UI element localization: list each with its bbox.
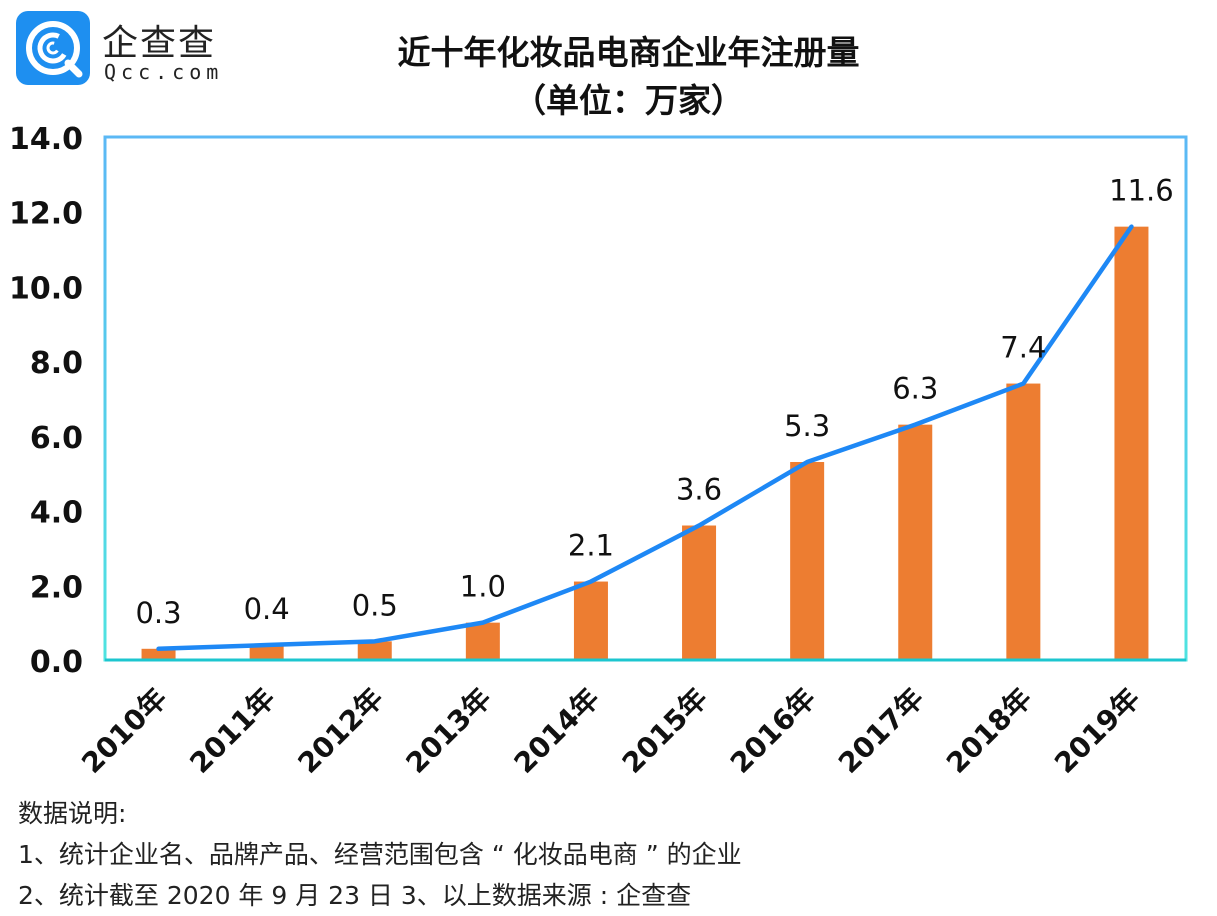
- data-label: 6.3: [892, 372, 938, 406]
- qcc-logo-icon: [16, 11, 90, 85]
- logo-name: 企查查: [102, 23, 217, 64]
- bar-2015年: [682, 525, 717, 659]
- x-tick-label: 2019年: [1048, 682, 1146, 780]
- y-tick-label: 6.0: [30, 421, 83, 456]
- data-notes: 数据说明: 1、统计企业名、品牌产品、经营范围包含 “ 化妆品电商 ” 的企业 …: [18, 793, 742, 916]
- notes-line-1: 1、统计企业名、品牌产品、经营范围包含 “ 化妆品电商 ” 的企业: [18, 840, 742, 869]
- data-label: 7.4: [1000, 331, 1046, 365]
- chart-title: 近十年化妆品电商企业年注册量: [397, 33, 860, 72]
- data-label: 11.6: [1109, 174, 1174, 208]
- bar-2016年: [790, 462, 825, 659]
- notes-line-2: 2、统计截至 2020 年 9 月 23 日 3、以上数据来源 : 企查查: [18, 881, 692, 910]
- data-label: 1.0: [460, 570, 506, 604]
- y-tick-label: 10.0: [9, 271, 83, 306]
- x-tick-label: 2017年: [832, 682, 930, 780]
- y-tick-label: 12.0: [9, 197, 83, 232]
- y-tick-label: 8.0: [30, 346, 83, 381]
- data-label: 0.3: [135, 596, 181, 630]
- bar-2013年: [465, 622, 500, 659]
- x-tick-label: 2012年: [291, 682, 389, 780]
- x-tick-label: 2011年: [183, 682, 281, 780]
- bar-2019年: [1114, 226, 1149, 659]
- bar-2018年: [1006, 383, 1041, 659]
- data-label: 2.1: [568, 529, 614, 563]
- trend-line: [156, 224, 1134, 652]
- y-tick-label: 0.0: [30, 645, 83, 680]
- x-tick-label: 2013年: [400, 682, 498, 780]
- data-label: 3.6: [676, 473, 722, 507]
- y-tick-label: 2.0: [30, 570, 83, 605]
- bar-2014年: [573, 581, 608, 659]
- logo-domain: Qcc.com: [104, 60, 224, 84]
- x-tick-label: 2010年: [75, 682, 173, 780]
- x-tick-label: 2015年: [616, 682, 714, 780]
- qcc-logo: 企查查 Qcc.com: [14, 10, 254, 90]
- y-tick-label: 14.0: [9, 122, 83, 157]
- bar-2012年: [357, 641, 392, 659]
- notes-heading: 数据说明:: [18, 799, 127, 828]
- data-label: 5.3: [784, 409, 830, 443]
- x-tick-label: 2018年: [940, 682, 1038, 780]
- chart-subtitle: （单位：万家）: [513, 81, 744, 120]
- bar-2011年: [249, 645, 284, 659]
- data-label: 0.4: [244, 592, 290, 626]
- x-tick-label: 2016年: [724, 682, 822, 780]
- x-tick-label: 2014年: [508, 682, 606, 780]
- data-label: 0.5: [352, 588, 398, 622]
- bar-2010年: [141, 648, 176, 659]
- y-tick-label: 4.0: [30, 496, 83, 531]
- bar-2017年: [898, 424, 933, 659]
